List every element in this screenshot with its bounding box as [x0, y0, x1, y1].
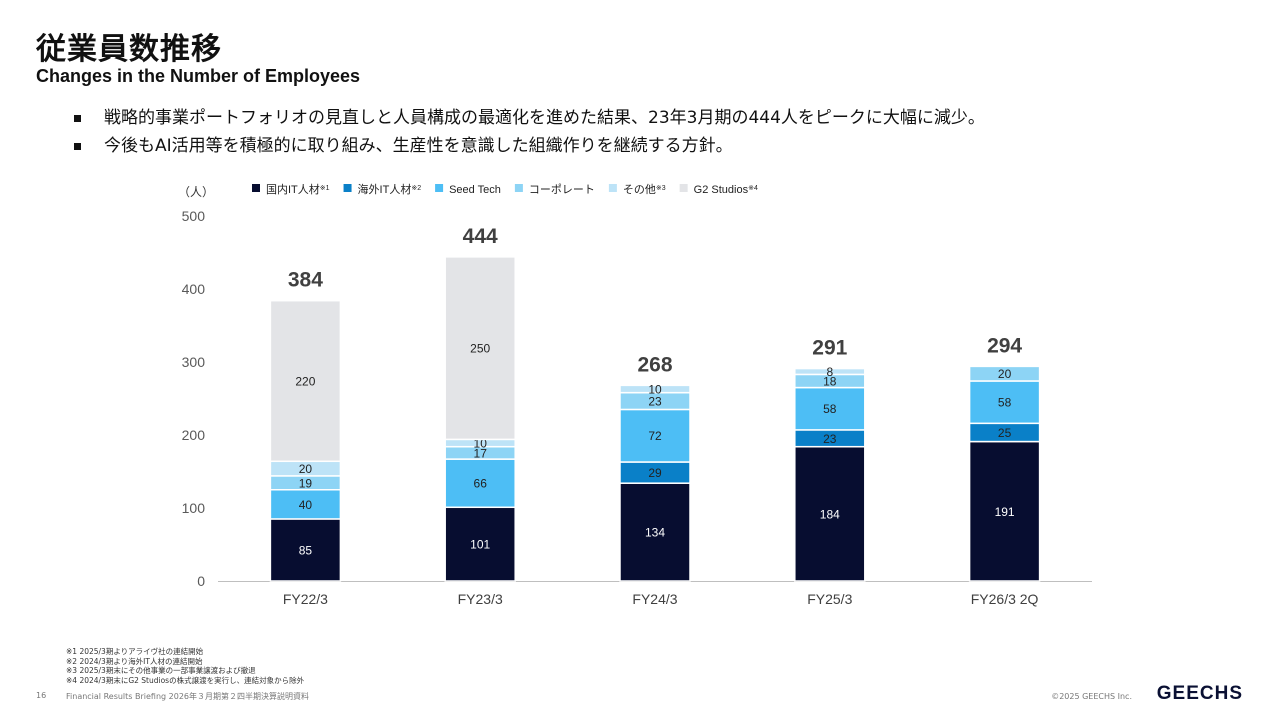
legend-swatch	[435, 184, 444, 192]
data-label: 8	[826, 365, 833, 379]
bar-segment	[619, 408, 691, 463]
data-label: 250	[470, 342, 490, 356]
bar-segment	[794, 445, 866, 582]
bar-segment	[968, 365, 1041, 382]
data-label: 29	[648, 466, 662, 480]
data-label: 10	[648, 383, 662, 397]
data-label: 85	[299, 543, 313, 557]
total-label: 291	[812, 337, 847, 360]
y-tick-label: 500	[182, 208, 206, 224]
data-label: 40	[299, 498, 313, 512]
y-tick-label: 400	[182, 281, 206, 297]
legend-note: ※3	[656, 185, 666, 192]
bar-segment	[968, 380, 1041, 425]
bar-segment	[794, 386, 866, 431]
footnotes: ※1 2025/3期よりアライヴ社の連結開始 ※2 2024/3期より海外IT人…	[66, 647, 304, 685]
footnote: ※1 2025/3期よりアライヴ社の連結開始	[66, 647, 204, 656]
page-subtitle: Changes in the Number of Employees	[36, 66, 361, 86]
data-label: 72	[648, 429, 662, 443]
copyright: ©2025 GEECHS Inc.	[1051, 692, 1132, 701]
legend-label: 海外IT人材※2	[358, 182, 422, 196]
data-label: 18	[823, 374, 837, 388]
data-label: 191	[995, 505, 1015, 519]
x-tick-label: FY23/3	[458, 591, 503, 607]
data-label: 19	[299, 476, 313, 490]
y-tick-label: 300	[182, 354, 206, 370]
legend-swatch	[343, 184, 352, 192]
data-label: 134	[645, 526, 665, 540]
legend-swatch	[679, 184, 688, 192]
data-label: 66	[474, 477, 488, 491]
footnote: ※3 2025/3期末にその他事業の一部事業譲渡および撤退	[66, 666, 256, 675]
bar-segment	[968, 440, 1041, 582]
legend-note: ※4	[748, 185, 758, 192]
total-label: 444	[463, 225, 498, 248]
bar-segment	[444, 506, 516, 582]
x-tick-label: FY26/3 2Q	[971, 591, 1039, 607]
total-label: 384	[288, 269, 323, 292]
data-label: 20	[998, 367, 1012, 381]
bar-segment	[269, 299, 342, 463]
legend-swatch	[252, 184, 260, 192]
bar-segment	[269, 489, 342, 520]
data-label: 101	[470, 538, 490, 552]
data-label: 23	[648, 395, 662, 409]
bullet-text: 今後もAI活用等を積極的に取り組み、生産性を意識した組織作りを継続する方針。	[104, 136, 733, 156]
legend-label: G2 Studios※4	[694, 184, 758, 196]
legend-label: コーポレート	[529, 183, 595, 196]
bullet-item: 今後もAI活用等を積極的に取り組み、生産性を意識した組織作りを継続する方針。	[70, 132, 985, 160]
data-label: 184	[820, 507, 840, 521]
legend-label: 国内IT人材※1	[266, 182, 330, 196]
total-label: 268	[637, 353, 672, 376]
legend-swatch	[608, 184, 617, 192]
bar-segment	[619, 482, 691, 582]
y-tick-label: 100	[182, 500, 206, 516]
data-label: 20	[299, 462, 313, 476]
data-label: 25	[998, 426, 1012, 440]
legend-label: Seed Tech	[449, 184, 501, 196]
data-label: 17	[474, 446, 488, 460]
bullet-item: 戦略的事業ポートフォリオの見直しと人員構成の最適化を進めた結果、23年3月期の4…	[70, 104, 985, 132]
y-tick-label: 0	[197, 573, 205, 589]
y-tick-label: 200	[182, 427, 206, 443]
legend-swatch	[514, 184, 523, 192]
x-tick-label: FY25/3	[807, 591, 852, 607]
employee-chart: 0 100 200 300 400 500 （人） 国内IT人材※1 海外IT人材※2 Seed …	[178, 182, 1092, 607]
legend-note: ※2	[411, 185, 421, 192]
data-label: 58	[823, 402, 837, 416]
legend-note: ※1	[320, 185, 330, 192]
square-bullet-icon	[74, 115, 81, 122]
footnote: ※2 2024/3期より海外IT人材の連結開始	[66, 656, 203, 666]
bar-segment	[444, 458, 516, 509]
footnote: ※4 2024/3期末にG2 Studiosの株式譲渡を実行し、連結対象から除外	[66, 675, 305, 685]
x-tick-label: FY22/3	[283, 591, 328, 607]
bullet-list: 戦略的事業ポートフォリオの見直しと人員構成の最適化を進めた結果、23年3月期の4…	[70, 104, 985, 160]
x-tick-label: FY24/3	[632, 591, 677, 607]
bar-segment	[444, 256, 516, 441]
bar-segment	[619, 384, 691, 394]
data-label: 58	[998, 396, 1012, 410]
page-number: 16	[36, 691, 47, 700]
y-unit-label: （人）	[178, 185, 214, 199]
bullet-text: 戦略的事業ポートフォリオの見直しと人員構成の最適化を進めた結果、23年3月期の4…	[104, 108, 985, 128]
page-title: 従業員数推移	[36, 32, 222, 67]
legend-label: その他※3	[623, 183, 666, 196]
bar-segment	[794, 367, 866, 376]
square-bullet-icon	[74, 143, 81, 150]
footer-text: Financial Results Briefing 2026年３月期第２四半期…	[66, 692, 310, 701]
total-label: 294	[987, 334, 1022, 357]
geechs-logo: GEECHS	[1156, 683, 1243, 704]
data-label: 220	[295, 374, 315, 388]
data-label: 23	[823, 432, 837, 446]
